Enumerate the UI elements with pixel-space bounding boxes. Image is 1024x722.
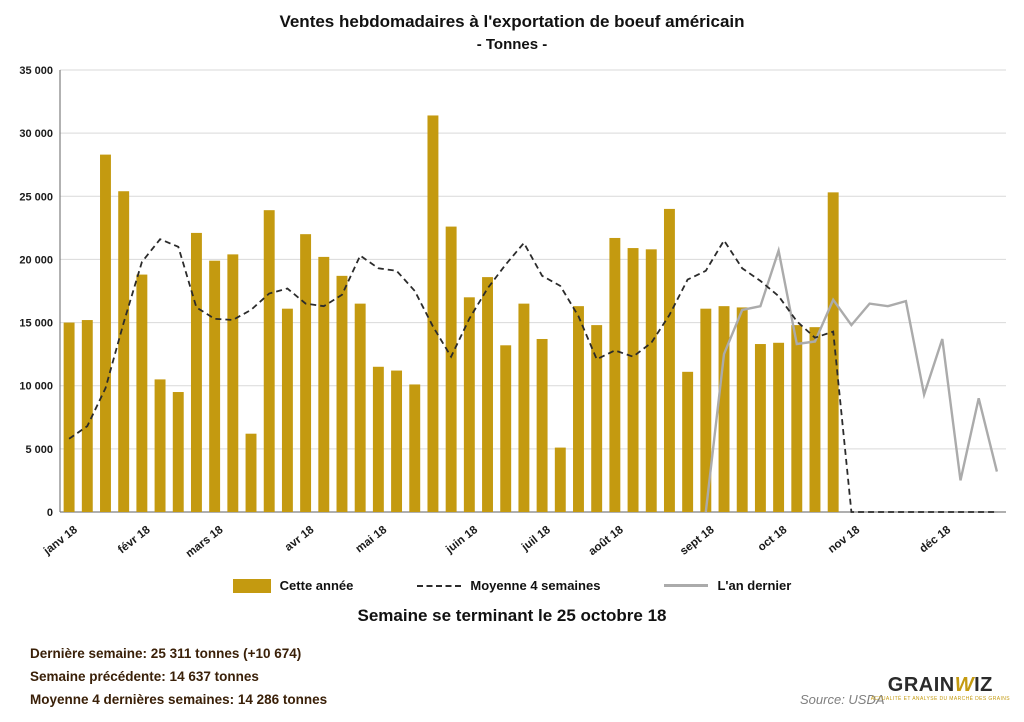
chart-subtitle: - Tonnes -: [476, 36, 548, 53]
dashed-line-swatch: [417, 584, 462, 587]
bar-week-4: [136, 274, 148, 512]
bar-week-20: [427, 115, 439, 513]
bar-week-25: [518, 303, 530, 512]
bar-week-36: [718, 306, 730, 512]
bar-week-39: [773, 342, 785, 512]
bar-week-17: [372, 366, 384, 512]
x-tick-label: sept 18: [678, 524, 717, 558]
bar-week-35: [700, 308, 712, 512]
bar-swatch: [232, 578, 271, 593]
bar-week-9: [227, 254, 239, 512]
bar-week-30: [609, 237, 621, 512]
x-tick-label: nov 18: [826, 524, 863, 556]
bar-week-32: [645, 249, 657, 512]
bar-week-38: [754, 344, 766, 512]
bar-week-19: [409, 384, 421, 512]
week-ending-caption: Semaine se terminant le 25 octobre 18: [357, 606, 667, 625]
y-tick-label: 35 000: [19, 65, 53, 77]
logo-w: W: [954, 674, 975, 696]
grainwiz-logo: GRAINWIZ Actualité et analyse du marché …: [871, 674, 1010, 702]
x-tick-label: mars 18: [184, 524, 226, 561]
y-tick-label: 15 000: [19, 318, 53, 330]
bar-week-6: [172, 392, 184, 512]
bar-week-13: [300, 234, 312, 513]
bar-week-5: [154, 379, 166, 512]
bar-week-40: [791, 325, 803, 512]
bar-week-27: [554, 447, 566, 512]
x-tick-label: avr 18: [283, 524, 317, 554]
bar-week-16: [354, 303, 366, 512]
bar-week-15: [336, 275, 348, 512]
grainwiz-logo-text: GRAINWIZ: [871, 674, 1010, 696]
y-tick-label: 5 000: [25, 444, 53, 456]
legend-item-last-year: L'an dernier: [664, 578, 791, 593]
bar-week-22: [463, 297, 475, 512]
bar-week-11: [263, 210, 275, 512]
bar-week-26: [536, 338, 548, 512]
stats-block: Dernière semaine: 25 311 tonnes (+10 674…: [30, 642, 327, 711]
bar-week-3: [118, 191, 130, 512]
y-tick-label: 0: [47, 507, 53, 519]
bar-week-23: [482, 277, 493, 512]
bar-week-7: [190, 232, 202, 512]
bar-week-42: [827, 192, 839, 513]
x-tick-label: juil 18: [519, 524, 553, 555]
bar-week-2: [100, 154, 111, 513]
legend-item-this-year: Cette année: [232, 578, 354, 593]
stat-previous-week: Semaine précédente: 14 637 tonnes: [30, 669, 259, 684]
bar-week-18: [391, 370, 403, 512]
x-tick-label: févr 18: [116, 524, 153, 557]
bar-week-41: [809, 327, 821, 512]
x-tick-label: mai 18: [354, 524, 390, 556]
bar-week-29: [591, 325, 603, 512]
logo-tagline: Actualité et analyse du marché des grain…: [870, 696, 1010, 702]
bar-week-10: [245, 433, 257, 512]
x-tick-label: août 18: [587, 524, 627, 559]
bar-week-8: [209, 260, 221, 512]
x-tick-label: janv 18: [41, 524, 80, 558]
y-tick-label: 10 000: [19, 381, 53, 393]
legend: Cette année Moyenne 4 semaines L'an dern…: [0, 578, 1024, 593]
bar-week-28: [573, 306, 584, 512]
x-tick-label: juin 18: [443, 524, 480, 557]
y-tick-label: 30 000: [19, 128, 53, 140]
legend-label-last-year: L'an dernier: [717, 578, 792, 593]
bar-week-34: [682, 371, 694, 512]
gray-line-swatch: [664, 584, 709, 587]
bar-week-24: [500, 345, 512, 512]
bar-week-31: [627, 248, 639, 512]
bar-week-37: [736, 307, 748, 512]
chart-title: Ventes hebdomadaires à l'exportation de …: [279, 12, 745, 31]
bar-week-33: [663, 208, 675, 512]
stat-last-week: Dernière semaine: 25 311 tonnes (+10 674…: [30, 646, 302, 661]
chart-canvas: 0 5 000 10 000 15 000 20 000 25 000 30 000 35 0…: [19, 65, 1006, 561]
stat-avg-4-weeks: Moyenne 4 dernières semaines: 14 286 ton…: [30, 692, 328, 707]
legend-label-avg: Moyenne 4 semaines: [470, 578, 601, 593]
bar-week-12: [281, 308, 293, 512]
bar-week-14: [318, 256, 330, 512]
legend-label-this-year: Cette année: [279, 578, 354, 593]
y-tick-label: 25 000: [19, 191, 53, 203]
logo-iz: IZ: [974, 674, 993, 696]
last-year-line: [704, 245, 999, 513]
y-tick-label: 20 000: [19, 254, 53, 266]
logo-grain: GRAIN: [887, 674, 955, 696]
avg-4-weeks-line: [68, 238, 997, 513]
bar-week-1: [81, 320, 93, 512]
x-tick-label: oct 18: [756, 524, 790, 554]
bar-week-0: [63, 322, 75, 512]
x-tick-label: déc 18: [918, 524, 954, 556]
bar-week-21: [445, 226, 457, 512]
source-label: Source: USDA: [800, 692, 885, 707]
legend-item-avg: Moyenne 4 semaines: [417, 578, 600, 593]
